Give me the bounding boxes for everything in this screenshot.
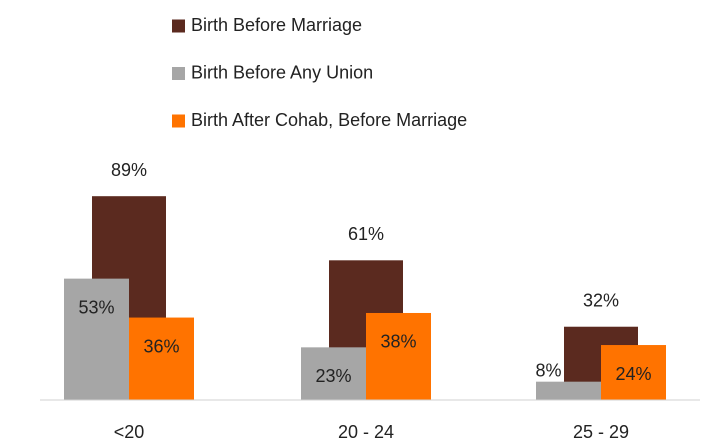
legend-label: Birth Before Any Union <box>191 62 373 82</box>
bar <box>536 381 601 400</box>
data-label: 61% <box>348 224 384 244</box>
bar <box>301 347 366 400</box>
data-label: 24% <box>615 364 651 384</box>
bar <box>601 345 666 400</box>
data-label: 36% <box>143 336 179 356</box>
data-label: 32% <box>583 290 619 310</box>
data-label: 23% <box>315 366 351 386</box>
bar <box>366 312 431 400</box>
x-tick-label: 20 - 24 <box>338 422 394 442</box>
x-tick-label: <20 <box>114 422 145 442</box>
bar <box>64 278 129 400</box>
legend-label: Birth After Cohab, Before Marriage <box>191 110 467 130</box>
x-tick-label: 25 - 29 <box>573 422 629 442</box>
data-label: 8% <box>535 360 561 380</box>
data-label: 89% <box>111 160 147 180</box>
bar <box>129 317 194 400</box>
data-label: 53% <box>78 297 114 317</box>
legend-swatch <box>172 114 185 128</box>
legend-swatch <box>172 19 185 33</box>
legend-swatch <box>172 67 185 80</box>
legend-label: Birth Before Marriage <box>191 15 362 35</box>
data-label: 38% <box>380 332 416 352</box>
